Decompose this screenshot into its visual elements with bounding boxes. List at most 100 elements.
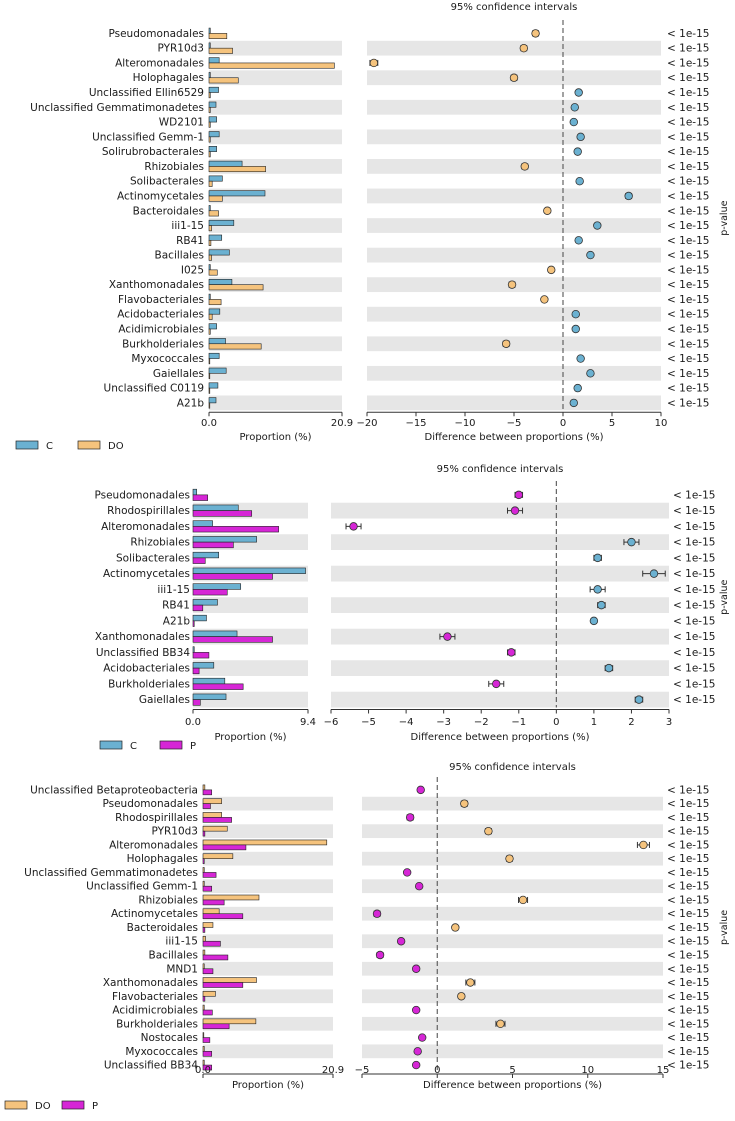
difference-point	[509, 73, 519, 82]
p-value-label: < 1e-15	[667, 338, 709, 350]
proportion-row-stripe	[203, 934, 333, 949]
difference-row-stripe	[362, 1044, 663, 1059]
proportion-bar-p	[202, 940, 221, 947]
proportion-bar-c	[192, 488, 197, 496]
proportion-tick-label: 20.9	[322, 1065, 344, 1076]
difference-point	[519, 43, 528, 53]
proportion-bar-c	[208, 131, 220, 138]
category-label: Flavobacteriales	[118, 294, 204, 306]
proportion-bar-do	[208, 358, 211, 365]
proportion-row-stripe	[209, 395, 342, 411]
category-label: Unclassified BB34	[96, 647, 190, 659]
difference-point	[460, 799, 469, 808]
category-label: Xanthomonadales	[103, 977, 198, 989]
difference-tick-label: 10	[581, 1065, 594, 1076]
difference-row-stripe	[367, 218, 661, 233]
p-value-label: < 1e-15	[667, 894, 709, 906]
proportion-bar-p	[192, 683, 244, 690]
category-label: Myxococcales	[131, 353, 204, 365]
proportion-bar-do	[208, 33, 228, 40]
proportion-tick-label: 0.0	[195, 1065, 211, 1076]
proportion-bar-do	[208, 47, 233, 54]
p-value-label: < 1e-15	[667, 867, 709, 879]
proportion-row-stripe	[203, 961, 333, 976]
difference-row-stripe	[331, 534, 669, 550]
proportion-bar-do	[202, 963, 205, 970]
proportion-tick-label: 0.0	[201, 418, 217, 429]
proportion-bar-do	[208, 373, 211, 379]
proportion-bar-do	[202, 894, 260, 901]
difference-tick-label: −5	[361, 717, 376, 728]
category-label: Solibacterales	[130, 176, 204, 188]
proportion-bar-p	[192, 636, 273, 643]
p-value-label: < 1e-15	[667, 117, 709, 129]
proportion-bar-p	[192, 620, 195, 627]
category-label: PYR10d3	[157, 43, 204, 55]
proportion-bar-do	[208, 313, 213, 320]
proportion-bar-do	[208, 136, 211, 143]
proportion-bar-p	[202, 913, 244, 919]
proportion-bar-p	[192, 557, 206, 564]
p-value-label: < 1e-15	[667, 205, 709, 217]
proportion-axis-label: Proportion (%)	[214, 732, 286, 743]
difference-tick-label: 0	[553, 717, 559, 728]
p-value-label: < 1e-15	[667, 353, 709, 365]
proportion-bar-c	[208, 86, 219, 93]
p-value-label: < 1e-15	[667, 881, 709, 893]
difference-tick-label: 10	[655, 418, 668, 429]
p-value-label: < 1e-15	[667, 991, 709, 1003]
proportion-row-stripe	[209, 129, 342, 145]
legend-swatch-c	[99, 740, 123, 750]
category-label: Acidimicrobiales	[118, 323, 204, 335]
difference-point	[418, 1033, 427, 1042]
difference-point	[507, 280, 517, 289]
difference-row-stripe	[367, 247, 661, 263]
p-value-label: < 1e-15	[673, 584, 715, 596]
proportion-bar-c	[208, 72, 211, 79]
category-label: iii1-15	[157, 584, 190, 596]
difference-axis-label: Difference between proportions (%)	[423, 1080, 602, 1091]
difference-point	[634, 695, 644, 704]
category-label: Rhizobiales	[130, 537, 190, 549]
proportion-bar-p	[192, 510, 253, 517]
category-label: Unclassified Gemm-1	[86, 881, 198, 893]
difference-point	[514, 490, 523, 500]
p-value-label: < 1e-15	[667, 57, 709, 69]
p-value-label: < 1e-15	[667, 922, 709, 934]
difference-row-stripe	[367, 365, 661, 381]
proportion-bar-p	[192, 604, 204, 612]
p-value-label: < 1e-15	[667, 294, 709, 306]
proportion-bar-c	[208, 367, 227, 374]
proportion-bar-c	[192, 520, 213, 527]
legend-swatch-p	[61, 1100, 85, 1110]
proportion-bar-do	[208, 151, 211, 158]
proportion-bar-c	[192, 599, 218, 606]
p-value-label: < 1e-15	[667, 250, 709, 262]
p-value-label: < 1e-15	[667, 839, 709, 851]
proportion-bar-c	[192, 662, 215, 669]
p-value-label: < 1e-15	[673, 694, 715, 706]
category-label: Pseudomonadales	[102, 798, 198, 810]
proportion-bar-p	[202, 927, 206, 933]
proportion-bar-do	[208, 225, 212, 232]
proportion-bar-do	[208, 121, 211, 128]
proportion-row-stripe	[209, 306, 342, 322]
proportion-row-stripe	[203, 1044, 333, 1059]
difference-point	[589, 616, 599, 626]
proportion-row-stripe	[203, 824, 333, 839]
difference-tick-label: 5	[609, 418, 615, 429]
category-label: Xanthomonadales	[109, 279, 204, 291]
proportion-bar-do	[208, 62, 335, 69]
difference-tick-label: −3	[436, 717, 451, 728]
difference-point	[411, 1005, 421, 1015]
category-label: Alteromonadales	[101, 521, 190, 533]
proportion-bar-p	[192, 573, 273, 580]
proportion-bar-do	[208, 210, 219, 217]
proportion-bar-p	[192, 494, 208, 501]
category-label: Holophagales	[133, 72, 204, 84]
p-value-label: < 1e-15	[667, 963, 709, 975]
difference-point	[649, 569, 659, 578]
difference-row-stripe	[367, 188, 661, 204]
proportion-bar-do	[202, 1032, 205, 1038]
proportion-bar-c	[192, 614, 207, 622]
